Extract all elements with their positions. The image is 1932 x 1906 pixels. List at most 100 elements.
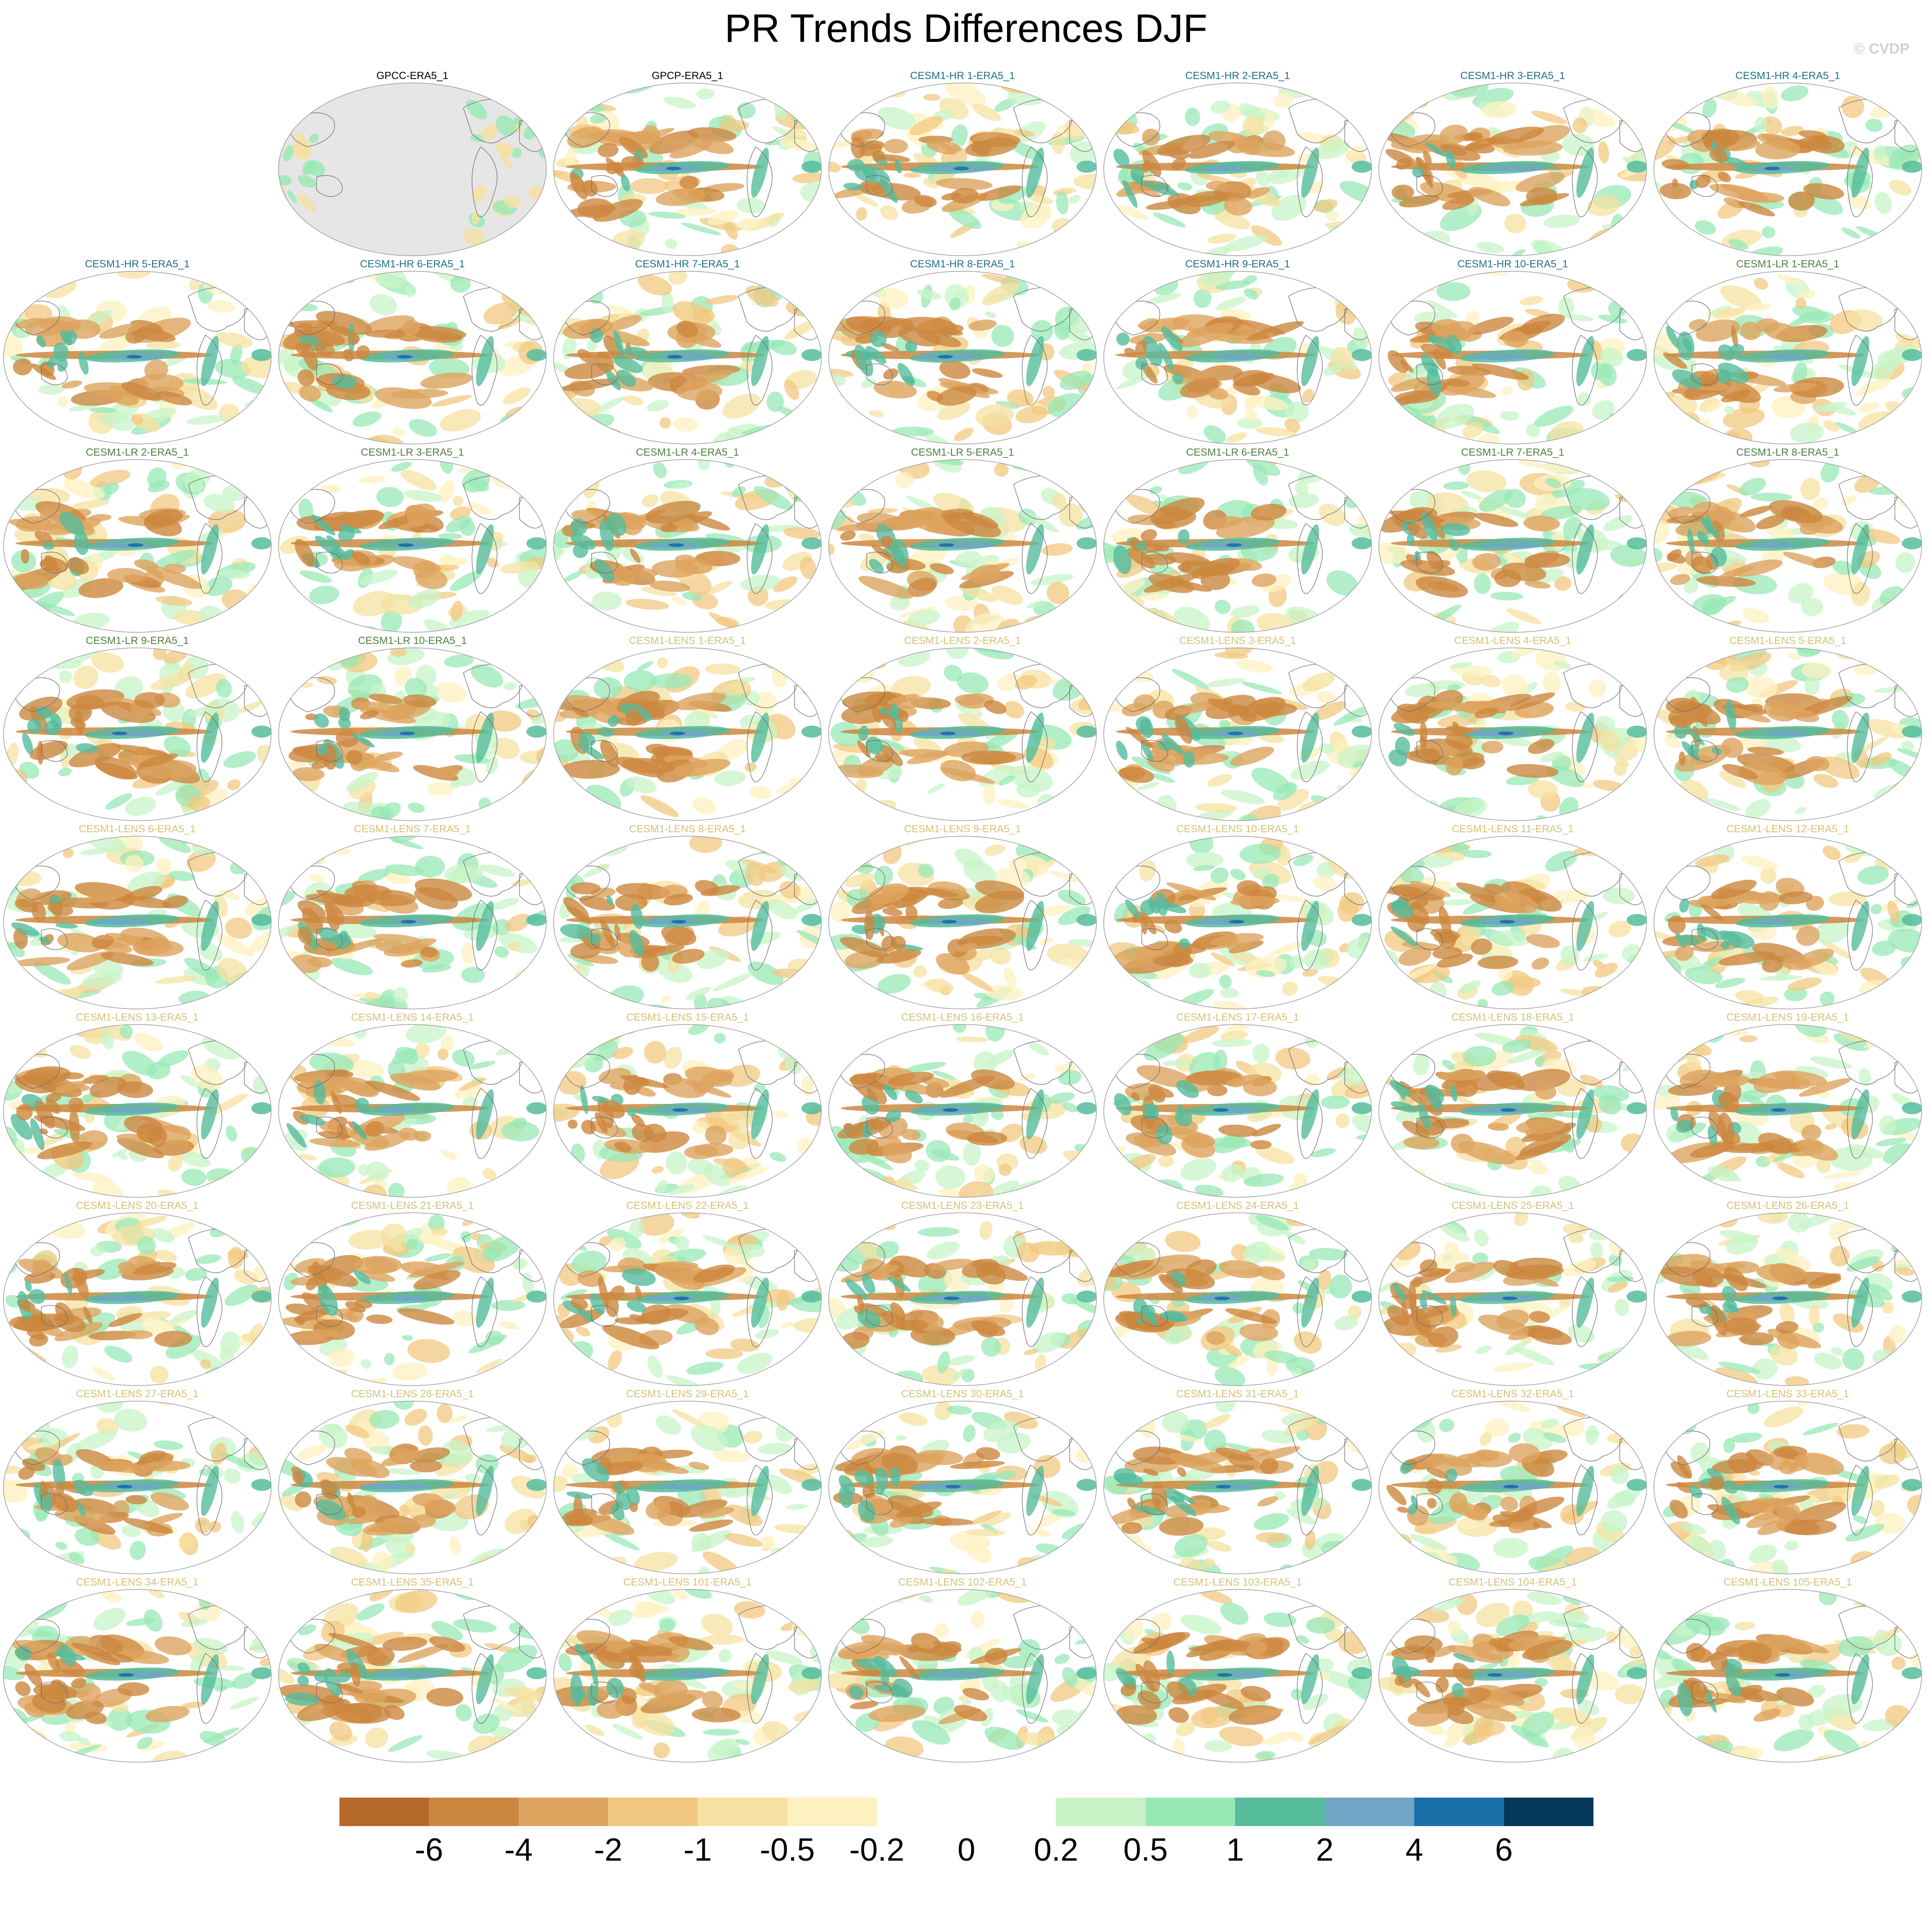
map-panel: CESM1-HR 5-ERA5_1	[0, 258, 275, 447]
world-map	[278, 1212, 547, 1386]
panel-title: CESM1-LENS 34-ERA5_1	[76, 1576, 199, 1588]
colorbar-tick-label: 6	[1495, 1832, 1513, 1868]
coastlines	[564, 1417, 819, 1535]
map-border	[3, 647, 272, 821]
map-panel: CESM1-HR 1-ERA5_1	[825, 70, 1100, 258]
map-border	[278, 1212, 547, 1386]
colorbar-tick-label: 0.2	[1033, 1832, 1078, 1868]
world-map	[553, 1589, 822, 1763]
world-map	[1103, 1024, 1372, 1198]
map-border	[553, 82, 822, 256]
map-panel: CESM1-LENS 22-ERA5_1	[550, 1200, 825, 1388]
world-map	[1103, 271, 1372, 444]
colorbar-box	[697, 1798, 788, 1826]
colorbar-tick-label: -1	[683, 1832, 712, 1868]
map-border	[278, 82, 547, 256]
panel-title: CESM1-HR 10-ERA5_1	[1457, 258, 1568, 270]
map-panel: CESM1-HR 9-ERA5_1	[1100, 258, 1375, 447]
map-panel: CESM1-LENS 33-ERA5_1	[1650, 1388, 1925, 1576]
world-map	[1378, 1401, 1647, 1574]
map-border	[1653, 836, 1922, 1009]
map-border	[553, 459, 822, 633]
panel-title: CESM1-LR 7-ERA5_1	[1461, 447, 1565, 458]
map-panels-grid: GPCC-ERA5_1 GPCP-ERA5_1 CESM1-HR 1-ERA5_1 C…	[0, 70, 1925, 1765]
coastlines	[14, 1605, 269, 1724]
map-panel: CESM1-LENS 16-ERA5_1	[825, 1012, 1100, 1200]
panel-title: CESM1-HR 7-ERA5_1	[635, 258, 740, 270]
map-border	[1653, 1212, 1922, 1386]
panel-title: CESM1-LENS 21-ERA5_1	[351, 1200, 474, 1211]
world-map	[278, 459, 547, 633]
panel-title: CESM1-LENS 4-ERA5_1	[1454, 635, 1571, 647]
map-border	[278, 647, 547, 821]
world-map	[553, 1024, 822, 1198]
map-panel: CESM1-LENS 31-ERA5_1	[1100, 1388, 1375, 1576]
map-border	[553, 647, 822, 821]
map-border	[828, 271, 1097, 444]
map-panel: CESM1-HR 8-ERA5_1	[825, 258, 1100, 447]
world-map	[278, 1589, 547, 1763]
world-map	[1378, 1212, 1647, 1386]
map-panel: CESM1-LR 3-ERA5_1	[275, 447, 550, 635]
map-border	[553, 1589, 822, 1763]
coastlines	[1389, 98, 1644, 217]
world-map	[1378, 1024, 1647, 1198]
coastlines	[14, 1228, 269, 1347]
world-map	[553, 271, 822, 444]
map-border	[1378, 271, 1647, 444]
world-map	[828, 647, 1097, 821]
world-map	[1653, 836, 1922, 1009]
map-border	[3, 1212, 272, 1386]
panel-title: CESM1-LENS 27-ERA5_1	[76, 1388, 199, 1400]
coastlines	[289, 1040, 544, 1159]
map-panel: CESM1-LR 5-ERA5_1	[825, 447, 1100, 635]
panel-title: CESM1-LR 2-ERA5_1	[86, 447, 189, 458]
coastlines	[289, 1417, 544, 1535]
world-map	[1653, 271, 1922, 444]
colorbar	[339, 1798, 1594, 1826]
map-border	[828, 1212, 1097, 1386]
world-map	[553, 82, 822, 256]
panel-title: CESM1-LENS 33-ERA5_1	[1726, 1388, 1850, 1400]
world-map	[3, 1589, 272, 1763]
map-panel: CESM1-LENS 7-ERA5_1	[275, 823, 550, 1012]
panel-title: CESM1-LENS 3-ERA5_1	[1179, 635, 1296, 647]
world-map	[1378, 82, 1647, 256]
world-map	[3, 836, 272, 1009]
panel-title: CESM1-LENS 18-ERA5_1	[1451, 1012, 1574, 1023]
map-border	[1653, 647, 1922, 821]
map-border	[1378, 1024, 1647, 1198]
map-panel: CESM1-LR 8-ERA5_1	[1650, 447, 1925, 635]
coastlines	[14, 287, 269, 406]
map-border	[1103, 836, 1372, 1009]
coastlines	[289, 475, 544, 594]
panel-title: CESM1-LR 5-ERA5_1	[911, 447, 1014, 458]
map-border	[1378, 459, 1647, 633]
panel-title: CESM1-HR 8-ERA5_1	[910, 258, 1015, 270]
map-panel: CESM1-LENS 3-ERA5_1	[1100, 635, 1375, 823]
panel-title: CESM1-LENS 25-ERA5_1	[1451, 1200, 1574, 1211]
map-panel: CESM1-LENS 103-ERA5_1	[1100, 1576, 1375, 1765]
panel-title: CESM1-LENS 22-ERA5_1	[626, 1200, 749, 1211]
panel-title: CESM1-LENS 15-ERA5_1	[626, 1012, 749, 1023]
coastlines	[1389, 1605, 1644, 1724]
world-map	[1653, 1024, 1922, 1198]
map-panel: CESM1-LENS 26-ERA5_1	[1650, 1200, 1925, 1388]
map-border	[1378, 836, 1647, 1009]
colorbar-box	[1235, 1798, 1325, 1826]
map-panel: GPCC-ERA5_1	[275, 70, 550, 258]
coastlines	[14, 852, 269, 970]
panel-title: CESM1-HR 4-ERA5_1	[1735, 70, 1840, 82]
coastlines	[1114, 287, 1369, 406]
map-panel: CESM1-LENS 20-ERA5_1	[0, 1200, 275, 1388]
map-panel: CESM1-LENS 25-ERA5_1	[1375, 1200, 1650, 1388]
colorbar-box	[1324, 1798, 1415, 1826]
coastlines	[839, 475, 1094, 594]
map-panel: CESM1-LENS 101-ERA5_1	[550, 1576, 825, 1765]
world-map	[1653, 1401, 1922, 1574]
map-panel: CESM1-LENS 1-ERA5_1	[550, 635, 825, 823]
world-map	[828, 836, 1097, 1009]
map-border	[828, 647, 1097, 821]
panel-title: CESM1-LR 8-ERA5_1	[1736, 447, 1840, 458]
map-border	[828, 82, 1097, 256]
